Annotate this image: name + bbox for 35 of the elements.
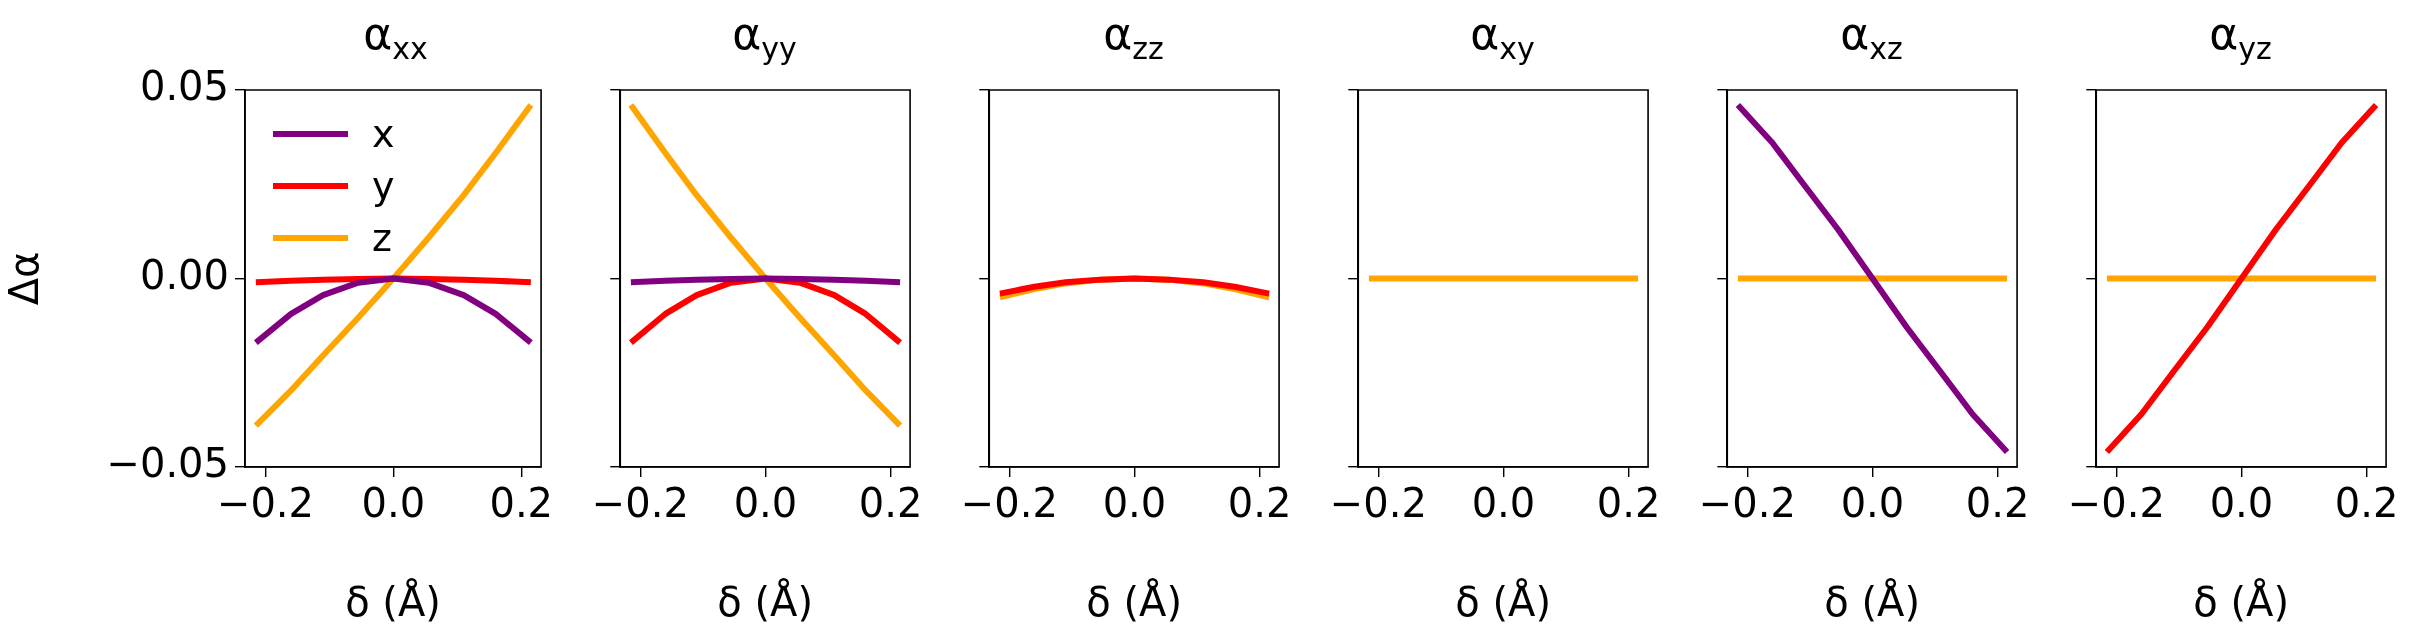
x-tick-label: 0.2 — [1965, 480, 2030, 527]
x-tick-label: 0.0 — [2209, 480, 2274, 527]
y-tick-label: 0.00 — [139, 251, 229, 298]
x-tick-label: 0.0 — [733, 480, 798, 527]
x-axis-title: δ (Å) — [1086, 578, 1183, 626]
x-axis-title: δ (Å) — [345, 578, 441, 626]
x-axis-title: δ (Å) — [1824, 578, 1921, 626]
y-tick-label: 0.05 — [139, 63, 229, 110]
chart-title: α$_{yz}$ — [2208, 8, 2273, 66]
legend-label: x — [372, 111, 395, 158]
chart-title: α$_{xy}$ — [1469, 8, 1536, 66]
x-tick-label: 0.0 — [1102, 480, 1167, 527]
x-axis-title: δ (Å) — [717, 578, 814, 626]
legend-label: y — [372, 163, 395, 210]
chart-title: α$_{yy}$ — [731, 8, 798, 66]
x-tick-label: −0.2 — [960, 480, 1058, 527]
x-tick-label: −0.2 — [2067, 480, 2165, 527]
x-tick-label: 0.2 — [1227, 480, 1292, 527]
x-tick-label: 0.2 — [489, 480, 554, 527]
y-axis-title: Δα — [1, 251, 48, 306]
x-tick-label: 0.2 — [858, 480, 923, 527]
chart-title: α$_{xx}$ — [362, 8, 429, 66]
x-tick-label: −0.2 — [591, 480, 689, 527]
x-tick-label: 0.2 — [1596, 480, 1661, 527]
chart-title: α$_{xz}$ — [1839, 8, 1904, 66]
legend-label: z — [372, 215, 392, 262]
x-tick-label: 0.0 — [361, 480, 426, 527]
x-tick-label: 0.2 — [2334, 480, 2399, 527]
x-axis-title: δ (Å) — [2193, 578, 2290, 626]
x-tick-label: −0.2 — [1329, 480, 1427, 527]
chart-title: α$_{zz}$ — [1102, 8, 1165, 66]
x-tick-label: 0.0 — [1840, 480, 1905, 527]
x-tick-label: −0.2 — [1698, 480, 1796, 527]
x-axis-title: δ (Å) — [1455, 578, 1552, 626]
x-tick-label: 0.0 — [1471, 480, 1536, 527]
